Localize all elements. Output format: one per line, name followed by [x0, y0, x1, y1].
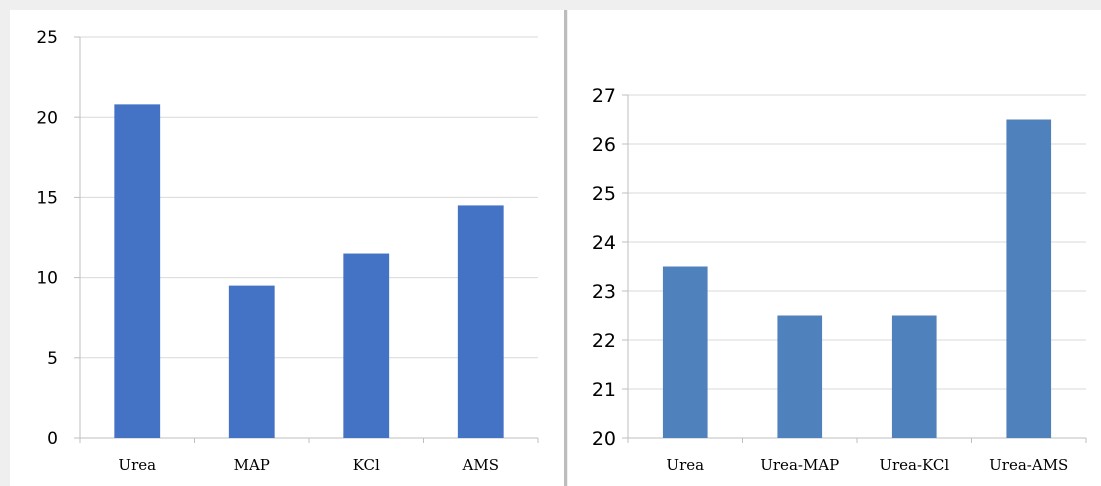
bar-urea — [114, 104, 161, 439]
y-tick-label: 24 — [592, 232, 616, 254]
y-tick-label: 22 — [592, 330, 616, 352]
y-tick-label: 20 — [592, 428, 616, 450]
bar-urea — [662, 266, 708, 438]
bar-kcl — [343, 253, 390, 438]
x-category-label: Urea-KCl — [879, 456, 949, 474]
y-tick-label: 21 — [592, 379, 616, 401]
y-tick-label: 0 — [47, 429, 58, 449]
y-tick-label: 5 — [47, 349, 58, 369]
bar-urea-map — [777, 315, 823, 438]
x-category-label: AMS — [462, 456, 499, 474]
bar-urea-ams — [1006, 119, 1052, 438]
x-category-label: Urea — [118, 456, 156, 474]
y-tick-label: 26 — [592, 134, 616, 156]
x-category-label: Urea — [666, 456, 704, 474]
y-tick-label: 15 — [36, 189, 58, 209]
bar-ams — [457, 205, 504, 438]
y-tick-label: 23 — [592, 281, 616, 303]
bar-urea-kcl — [891, 315, 937, 438]
panel-divider — [564, 10, 567, 486]
y-tick-label: 25 — [592, 183, 616, 205]
bar-map — [228, 285, 275, 438]
y-tick-label: 20 — [36, 108, 58, 128]
x-category-label: Urea-AMS — [989, 456, 1068, 474]
y-tick-label: 10 — [36, 269, 58, 289]
y-tick-label: 27 — [592, 85, 616, 107]
x-category-label: Urea-MAP — [760, 456, 839, 474]
x-category-label: KCl — [353, 456, 380, 474]
x-category-label: MAP — [234, 456, 270, 474]
y-tick-label: 25 — [36, 28, 58, 48]
